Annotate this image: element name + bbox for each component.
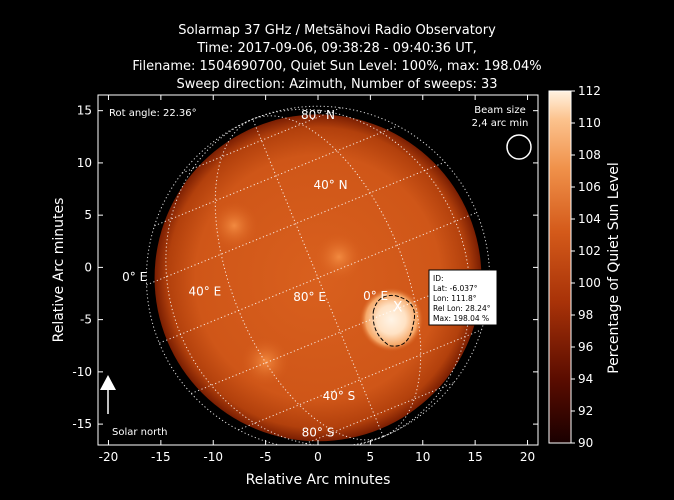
colorbar-tick-label: 100 (578, 276, 601, 290)
y-tick-label: 15 (77, 104, 92, 118)
colorbar-tick-label: 104 (578, 212, 601, 226)
title-line-1: Solarmap 37 GHz / Metsähovi Radio Observ… (178, 23, 496, 38)
y-tick-label: -15 (72, 417, 92, 431)
grid-label: 80° E (293, 290, 326, 304)
y-tick-label: -5 (80, 313, 92, 327)
hot-region-contour (372, 294, 415, 347)
x-tick-label: 15 (468, 450, 483, 464)
grid-latitude (182, 107, 341, 174)
grid-label: 80° N (301, 108, 335, 122)
grid-label: 0° E (363, 289, 388, 303)
popup-lon: Lon: 111.8° (433, 294, 477, 303)
x-axis-label: Relative Arc minutes (246, 472, 391, 488)
solar-north-label: Solar north (112, 427, 168, 438)
x-tick-label: -20 (99, 450, 119, 464)
grid-longitude (252, 108, 471, 437)
x-tick-label: 20 (520, 450, 535, 464)
bright-region (210, 201, 259, 250)
bright-region (241, 337, 290, 386)
colorbar-tick-label: 108 (578, 148, 601, 162)
y-tick-label: 0 (84, 260, 92, 274)
grid-latitude (154, 125, 398, 227)
beam-size-label: Beam size (474, 105, 525, 116)
colorbar-tick-label: 110 (578, 116, 601, 130)
y-tick-label: -10 (72, 365, 92, 379)
rot-angle-label: Rot angle: 22.36° (109, 108, 197, 119)
popup-lat: Lat: -6.037° (433, 284, 478, 293)
grid-label: 40° E (189, 285, 222, 299)
colorbar (548, 90, 572, 444)
solar-disk (154, 114, 482, 442)
grid-label: 80° S (302, 426, 335, 440)
beam-size-circle (506, 134, 532, 160)
info-popup[interactable]: ID: Lat: -6.037° Lon: 111.8° Rel Lon: 28… (428, 269, 498, 326)
y-tick-label: 5 (84, 208, 92, 222)
x-tick-label: -5 (260, 450, 272, 464)
y-axis-label: Relative Arc minutes (51, 198, 67, 343)
x-tick-label: -15 (151, 450, 171, 464)
beam-size-value: 2,4 arc min (472, 118, 529, 129)
colorbar-tick-label: 102 (578, 244, 601, 258)
colorbar-tick-label: 112 (578, 84, 601, 98)
bright-region (314, 232, 363, 281)
grid-longitude (252, 115, 422, 437)
grid-label: 40° N (314, 178, 348, 192)
title-line-2: Time: 2017-09-06, 09:38:28 - 09:40:36 UT… (197, 41, 477, 56)
colorbar-tick-label: 92 (578, 404, 593, 418)
popup-id: ID: (433, 274, 444, 283)
grid-label: 0° E (122, 270, 147, 284)
solar-north-arrow (100, 375, 116, 414)
colorbar-tick-label: 98 (578, 308, 593, 322)
y-tick-label: 10 (77, 156, 92, 170)
title-line-3: Filename: 1504690700, Quiet Sun Level: 1… (132, 59, 542, 74)
grid-longitude (214, 118, 384, 441)
grid-label: 40° S (323, 389, 356, 403)
grid-longitude (252, 118, 384, 437)
colorbar-label: Percentage of Quiet Sun Level (606, 162, 622, 374)
popup-rel-lon: Rel Lon: 28.24° (433, 304, 491, 313)
colorbar-tick-label: 106 (578, 180, 601, 194)
grid-longitude (165, 118, 384, 445)
colorbar-tick-label: 96 (578, 340, 593, 354)
colorbar-tick-label: 90 (578, 436, 593, 450)
x-tick-label: 5 (367, 450, 375, 464)
colorbar-tick-label: 94 (578, 372, 593, 386)
x-tick-label: 0 (314, 450, 322, 464)
x-tick-label: 10 (415, 450, 430, 464)
hot-region (359, 287, 424, 352)
max-marker: X (393, 299, 403, 315)
x-tick-label: -10 (203, 450, 223, 464)
popup-max: Max: 198.04 % (433, 314, 489, 323)
title-line-4: Sweep direction: Azimuth, Number of swee… (176, 77, 498, 92)
